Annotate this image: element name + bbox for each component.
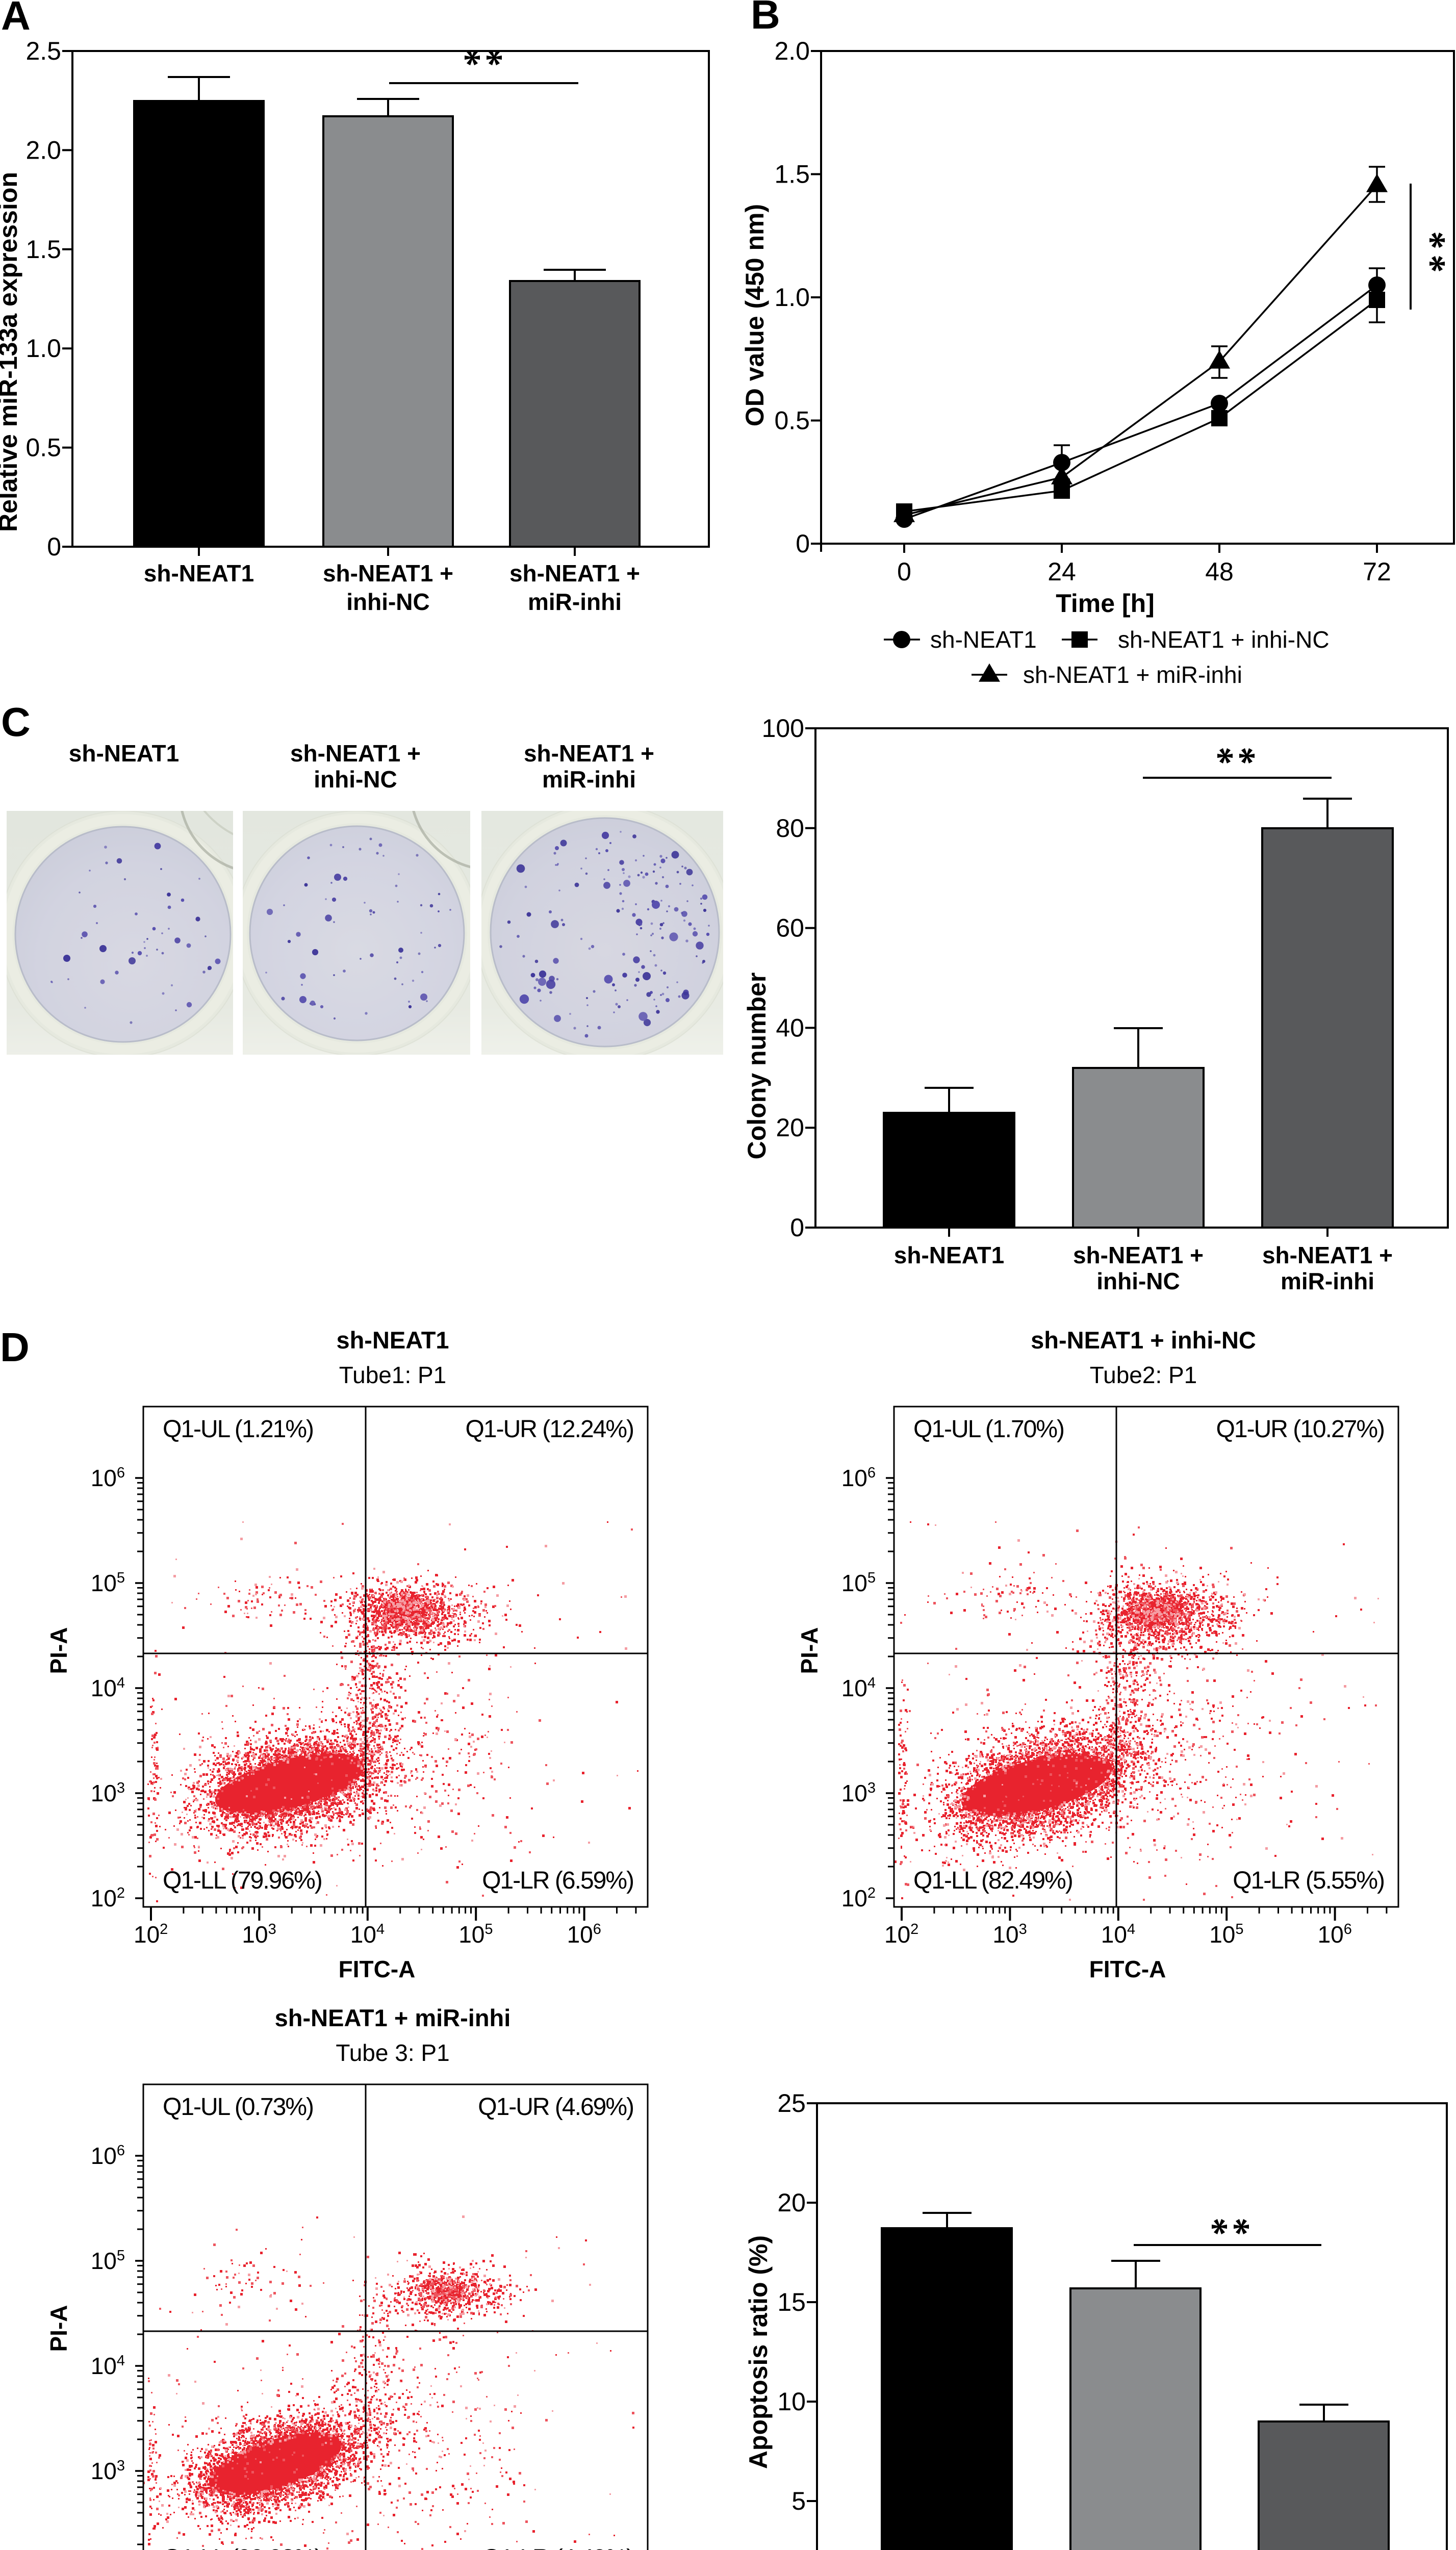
svg-text:Q1-LL (82.49%): Q1-LL (82.49%) (913, 1867, 1072, 1894)
svg-text:20: 20 (776, 1113, 804, 1142)
svg-text:0.5: 0.5 (774, 406, 810, 435)
svg-text:Q1-LL (90.08%): Q1-LL (90.08%) (163, 2545, 322, 2550)
svg-text:2.0: 2.0 (25, 136, 61, 164)
svg-text:Time [h]: Time [h] (1056, 589, 1155, 618)
svg-text:A: A (1, 0, 31, 38)
svg-text:sh-NEAT1 + inhi-NC: sh-NEAT1 + inhi-NC (1118, 626, 1330, 653)
svg-text:Q1-UR (10.27%): Q1-UR (10.27%) (1216, 1416, 1384, 1443)
svg-text:Q1-LR (5.55%): Q1-LR (5.55%) (1233, 1867, 1384, 1894)
svg-text:inhi-NC: inhi-NC (1096, 1268, 1180, 1294)
svg-text:inhi-NC: inhi-NC (314, 766, 397, 793)
svg-text:sh-NEAT1: sh-NEAT1 (69, 740, 179, 767)
svg-text:Tube 3: P1: Tube 3: P1 (336, 2039, 449, 2066)
svg-text:Q1-LR (6.59%): Q1-LR (6.59%) (482, 1867, 633, 1894)
svg-text:1.0: 1.0 (774, 283, 810, 312)
svg-text:1.0: 1.0 (25, 334, 61, 363)
svg-text:5: 5 (791, 2487, 806, 2515)
svg-text:102: 102 (91, 1885, 125, 1911)
svg-text:25: 25 (777, 2089, 806, 2118)
svg-text:1.5: 1.5 (774, 160, 810, 189)
svg-text:sh-NEAT1 +: sh-NEAT1 + (1262, 1242, 1393, 1268)
svg-text:PI-A: PI-A (45, 1627, 72, 1674)
svg-text:Tube2: P1: Tube2: P1 (1090, 1362, 1197, 1388)
svg-text:Q1-UL (0.73%): Q1-UL (0.73%) (163, 2094, 313, 2121)
svg-text:sh-NEAT1: sh-NEAT1 (894, 1242, 1004, 1268)
svg-text:0: 0 (47, 532, 61, 561)
svg-text:Q1-LL (79.96%): Q1-LL (79.96%) (163, 1867, 322, 1894)
svg-text:Tube1: P1: Tube1: P1 (339, 1362, 447, 1388)
svg-text:sh-NEAT1 + miR-inhi: sh-NEAT1 + miR-inhi (275, 2004, 511, 2031)
svg-text:sh-NEAT1 +: sh-NEAT1 + (1073, 1242, 1204, 1268)
svg-text:OD value (450 nm): OD value (450 nm) (740, 204, 769, 426)
svg-text:20: 20 (777, 2188, 806, 2217)
svg-text:106: 106 (567, 1921, 601, 1948)
svg-text:PI-A: PI-A (45, 2305, 72, 2352)
svg-text:2.0: 2.0 (774, 37, 810, 65)
svg-text:Q1-UL (1.70%): Q1-UL (1.70%) (913, 1416, 1064, 1443)
svg-text:sh-NEAT1 +: sh-NEAT1 + (524, 740, 654, 767)
svg-text:0: 0 (897, 557, 911, 586)
svg-text:24: 24 (1048, 557, 1076, 586)
svg-text:Q1-UL (1.21%): Q1-UL (1.21%) (163, 1416, 313, 1443)
svg-text:0: 0 (796, 529, 810, 558)
svg-text:15: 15 (777, 2288, 806, 2316)
svg-text:Q1-UR (12.24%): Q1-UR (12.24%) (466, 1416, 633, 1443)
svg-text:1.5: 1.5 (25, 235, 61, 264)
svg-text:48: 48 (1205, 557, 1234, 586)
svg-text:104: 104 (350, 1921, 385, 1948)
svg-text:80: 80 (776, 814, 804, 843)
svg-text:102: 102 (884, 1921, 918, 1948)
svg-text:0: 0 (790, 1213, 804, 1242)
svg-text:C: C (1, 699, 31, 745)
svg-text:FITC-A: FITC-A (339, 1956, 416, 1982)
svg-text:sh-NEAT1: sh-NEAT1 (336, 1327, 449, 1354)
svg-text:10: 10 (777, 2387, 806, 2416)
svg-text:0.5: 0.5 (25, 434, 61, 462)
svg-text:Relative miR-133a expression: Relative miR-133a expression (0, 172, 22, 532)
svg-text:sh-NEAT1 + inhi-NC: sh-NEAT1 + inhi-NC (1031, 1327, 1256, 1354)
svg-text:72: 72 (1363, 557, 1391, 586)
svg-text:2.5: 2.5 (25, 37, 61, 65)
svg-text:inhi-NC: inhi-NC (346, 589, 430, 615)
svg-text:miR-inhi: miR-inhi (1281, 1268, 1374, 1294)
svg-text:sh-NEAT1 +: sh-NEAT1 + (509, 560, 640, 586)
svg-text:40: 40 (776, 1013, 804, 1042)
svg-text:miR-inhi: miR-inhi (528, 589, 622, 615)
svg-text:60: 60 (776, 914, 804, 942)
svg-text:Q1-UR (4.69%): Q1-UR (4.69%) (478, 2094, 633, 2121)
svg-text:sh-NEAT1 +: sh-NEAT1 + (290, 740, 421, 767)
svg-text:D: D (0, 1324, 30, 1370)
svg-text:sh-NEAT1: sh-NEAT1 (144, 560, 254, 586)
svg-text:104: 104 (91, 2353, 125, 2379)
svg-text:sh-NEAT1 +: sh-NEAT1 + (323, 560, 453, 586)
svg-text:sh-NEAT1: sh-NEAT1 (930, 626, 1037, 653)
svg-text:FITC-A: FITC-A (1089, 1956, 1166, 1982)
svg-text:PI-A: PI-A (796, 1627, 823, 1674)
svg-text:Apoptosis ratio (%): Apoptosis ratio (%) (744, 2235, 773, 2469)
svg-text:100: 100 (762, 714, 804, 743)
svg-text:Q1-LR (4.49%): Q1-LR (4.49%) (482, 2545, 633, 2550)
svg-text:Colony number: Colony number (743, 973, 771, 1160)
svg-text:sh-NEAT1 + miR-inhi: sh-NEAT1 + miR-inhi (1023, 661, 1242, 688)
svg-text:miR-inhi: miR-inhi (542, 766, 636, 793)
svg-text:B: B (751, 0, 780, 37)
